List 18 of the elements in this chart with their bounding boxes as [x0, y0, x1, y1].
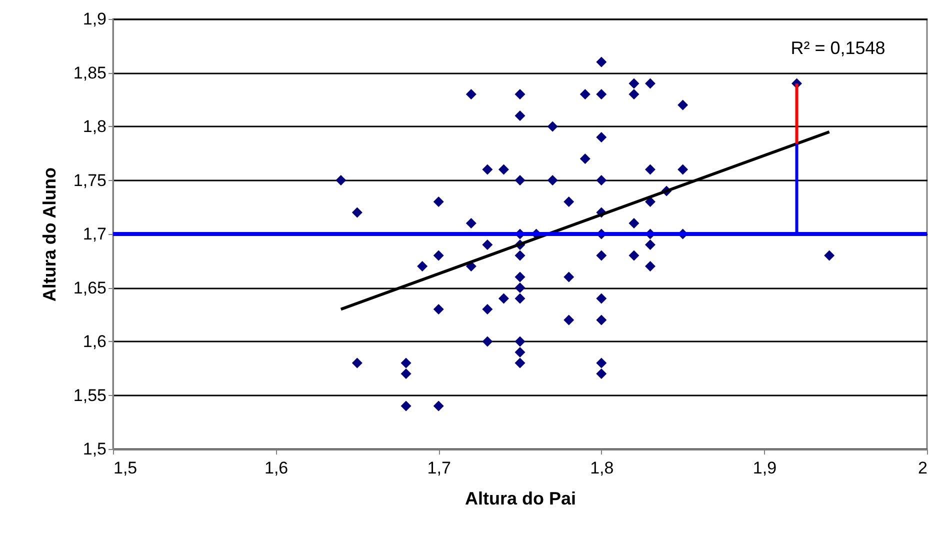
- y-tick-label: 1,8: [82, 117, 106, 136]
- y-tick-label: 1,5: [82, 440, 106, 458]
- y-tick-label: 1,85: [73, 63, 106, 82]
- y-tick-label: 1,7: [82, 224, 106, 244]
- y-tick-label: 1,9: [82, 10, 106, 28]
- x-tick-label: 2: [918, 458, 928, 478]
- x-tick-label: 1,6: [264, 458, 288, 478]
- x-tick-label: 1,8: [590, 458, 614, 478]
- y-tick-label: 1,75: [73, 170, 106, 190]
- x-tick-label: 1,9: [752, 458, 777, 478]
- annotation: R² = 0,1548: [790, 38, 886, 58]
- y-tick-label: 1,65: [73, 278, 106, 298]
- y-tick-label: 1,55: [73, 386, 106, 405]
- y-axis-title: Altura do Aluno: [39, 167, 60, 302]
- y-tick-label: 1,6: [82, 332, 106, 351]
- x-tick-label: 1,5: [114, 458, 138, 478]
- x-tick-label: 1,7: [427, 458, 451, 478]
- x-axis-title: Altura do Pai: [464, 488, 576, 508]
